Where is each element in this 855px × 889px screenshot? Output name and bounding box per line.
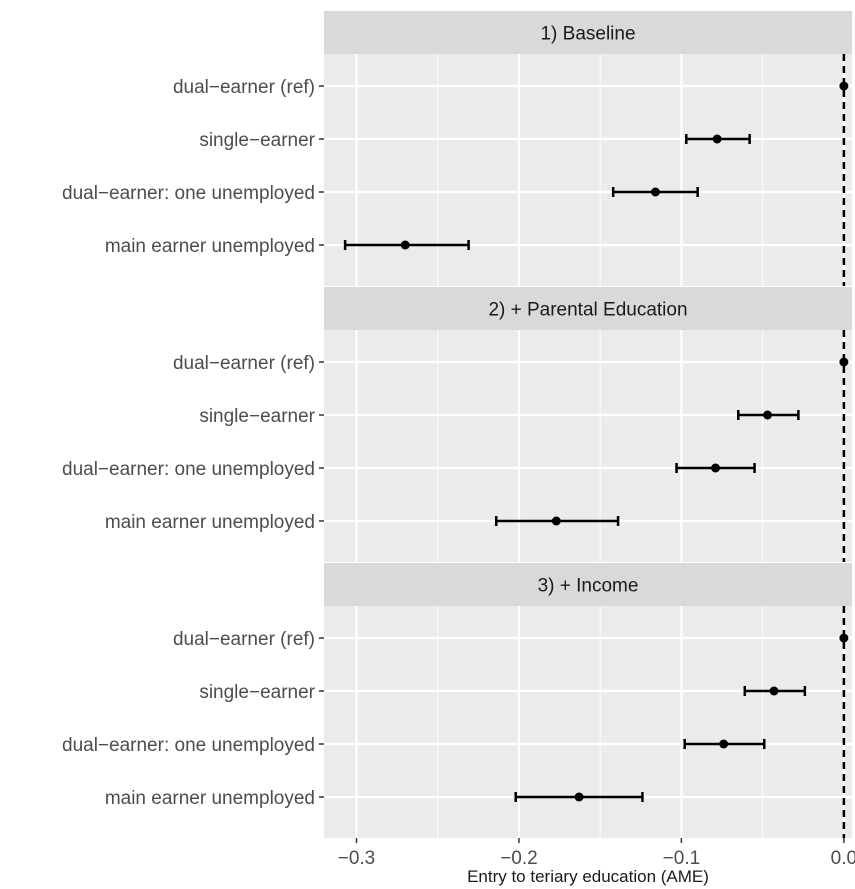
panel-2-title: 2) + Parental Education [488, 300, 687, 321]
panel-1-strip [324, 11, 852, 54]
panel-3-strip [324, 563, 852, 606]
panel-1-background [324, 54, 852, 286]
panel-1-category-label: main earner unemployed [105, 236, 315, 257]
x-tick-label: 0.0 [831, 848, 855, 869]
point-estimate [763, 410, 773, 420]
panel-2-category-label: dual−earner (ref) [173, 353, 315, 374]
x-tick-label: −0.3 [338, 848, 376, 869]
panel-2-strip [324, 287, 852, 330]
point-estimate [400, 240, 410, 250]
panel-3-category-label: dual−earner: one unemployed [62, 735, 315, 756]
point-estimate [769, 686, 779, 696]
panel-1-category-label: single−earner [199, 130, 315, 151]
point-estimate [719, 739, 729, 749]
point-estimate [711, 463, 721, 473]
panel-2-category-label: single−earner [199, 406, 315, 427]
panel-3-background [324, 606, 852, 838]
panel-3-category-label: main earner unemployed [105, 788, 315, 809]
panel-3-category-label: single−earner [199, 682, 315, 703]
point-estimate [574, 792, 584, 802]
panel-2-background [324, 330, 852, 562]
panel-1-title: 1) Baseline [540, 24, 635, 45]
x-tick-label: −0.1 [663, 848, 701, 869]
panel-3-title: 3) + Income [538, 576, 639, 597]
panel-2-category-label: main earner unemployed [105, 512, 315, 533]
point-estimate [839, 633, 849, 643]
point-estimate [839, 357, 849, 367]
panel-2-category-label: dual−earner: one unemployed [62, 459, 315, 480]
panel-3-category-label: dual−earner (ref) [173, 629, 315, 650]
point-estimate [551, 516, 561, 526]
point-estimate [839, 81, 849, 91]
point-estimate [650, 187, 660, 197]
x-axis-title: Entry to teriary education (AME) [467, 867, 709, 886]
x-tick-label: −0.2 [500, 848, 538, 869]
panel-1-category-label: dual−earner: one unemployed [62, 183, 315, 204]
panel-1-category-label: dual−earner (ref) [173, 77, 315, 98]
point-estimate [712, 134, 722, 144]
